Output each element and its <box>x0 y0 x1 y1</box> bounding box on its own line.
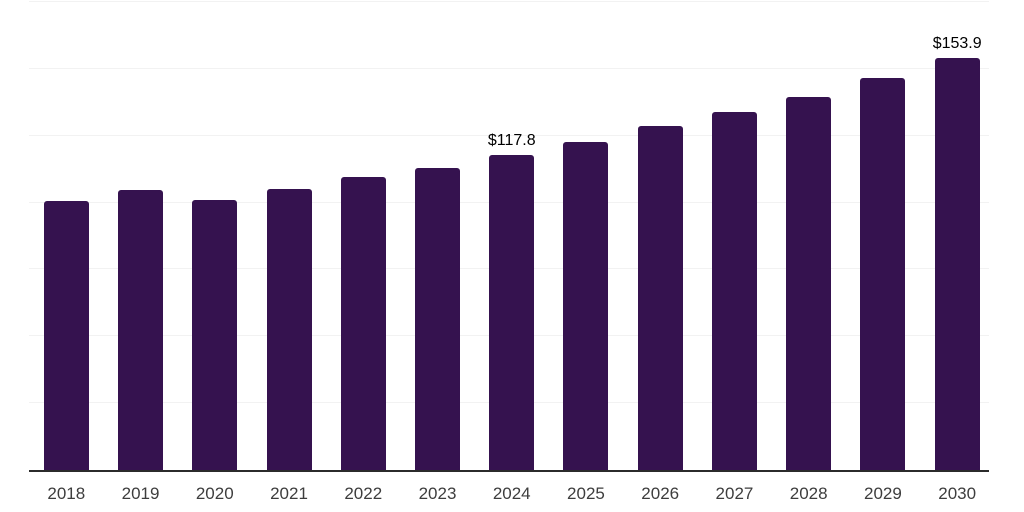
bar-2030 <box>934 58 980 470</box>
gridline-150 <box>29 67 989 69</box>
x-tick-label-2028: 2028 <box>789 484 828 503</box>
x-tick-label-2029: 2029 <box>864 484 902 503</box>
x-tick-label-2026: 2026 <box>641 484 680 503</box>
x-tick-label-2018: 2018 <box>47 484 86 503</box>
x-tick-label-2023: 2023 <box>418 484 457 503</box>
x-tick-label-2020: 2020 <box>195 484 234 503</box>
x-tick-label-2019: 2019 <box>121 484 160 503</box>
data-label-2024: $117.8 <box>487 131 536 149</box>
bar-2028 <box>786 97 832 470</box>
bar-2019 <box>118 189 164 470</box>
bar-2023 <box>415 167 460 470</box>
x-tick-label-2030: 2030 <box>938 484 977 503</box>
bar-2020 <box>192 199 238 470</box>
x-tick-label-2022: 2022 <box>344 484 383 503</box>
x-tick-label-2024: 2024 <box>492 484 531 503</box>
x-tick-label-2027: 2027 <box>715 484 754 503</box>
x-axis-tick-labels: 2018 2019 2020 2021 2022 2023 2024 2025 2026 2027… <box>29 483 989 507</box>
x-axis-line <box>29 470 989 472</box>
bar-2018 <box>43 200 89 470</box>
plot-area: $117.8 $153.9 <box>29 1 989 472</box>
bar-2021 <box>266 188 312 470</box>
x-tick-label-2021: 2021 <box>270 484 308 503</box>
bar-2025 <box>563 142 609 470</box>
bar-2022 <box>340 176 386 470</box>
x-tick-label-2025: 2025 <box>567 484 605 503</box>
bar-2026 <box>637 126 683 470</box>
bar-2027 <box>711 112 757 470</box>
gridline-125 <box>29 134 989 136</box>
bar-2029 <box>860 78 906 470</box>
gridline-175 <box>29 1 989 2</box>
data-label-2030: $153.9 <box>932 35 982 53</box>
bar-2024 <box>489 154 535 470</box>
